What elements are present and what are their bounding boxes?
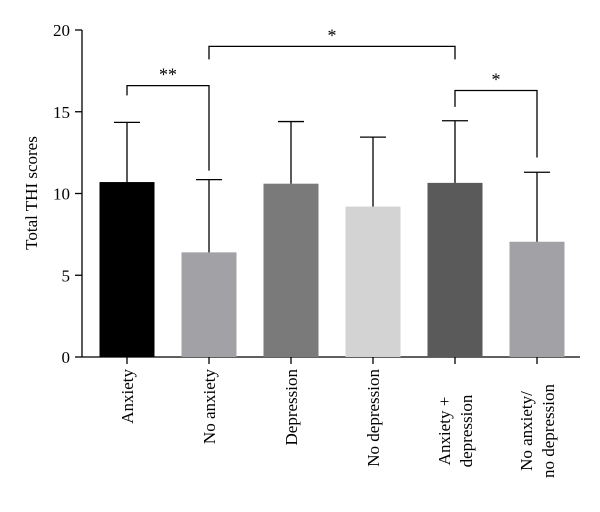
y-tick-label-15: 15 <box>53 103 70 122</box>
significance-label-0: ** <box>159 65 177 85</box>
category-label-2-line-0: Depression <box>282 369 301 446</box>
category-label-4-line-0: Anxiety + <box>435 397 454 466</box>
category-label-5-line-1: no depression <box>539 384 558 478</box>
bar-0 <box>99 182 155 357</box>
error-bars <box>114 120 550 253</box>
y-tick-label-5: 5 <box>62 266 71 285</box>
significance-brackets: **** <box>126 25 538 171</box>
y-axis-title: Total THI scores <box>22 136 41 250</box>
bar-3 <box>345 206 401 357</box>
category-labels: Anxiety No anxiety Depression No depression… <box>118 369 558 478</box>
bar-1 <box>181 252 237 357</box>
significance-label-2: * <box>492 69 501 89</box>
significance-bracket-0 <box>126 84 210 171</box>
y-tick-label-10: 10 <box>53 185 70 204</box>
significance-bracket-1 <box>208 45 456 60</box>
category-label-1-line-0: No anxiety <box>200 369 219 445</box>
bar-2 <box>263 183 319 357</box>
category-label-4-line-1: depression <box>457 394 476 467</box>
y-tick-labels: 0 5 10 15 20 <box>53 21 70 367</box>
category-label-0-line-0: Anxiety <box>118 369 137 424</box>
category-label-3-line-0: No depression <box>364 369 383 467</box>
bar-5 <box>509 241 565 357</box>
axes <box>75 29 580 364</box>
y-tick-label-20: 20 <box>53 21 70 40</box>
category-label-5-line-0: No anxiety/ <box>517 391 536 471</box>
significance-bracket-2 <box>454 89 538 158</box>
y-tick-label-0: 0 <box>62 348 71 367</box>
bar-4 <box>427 182 483 357</box>
bars <box>99 182 565 357</box>
significance-label-1: * <box>328 25 337 45</box>
